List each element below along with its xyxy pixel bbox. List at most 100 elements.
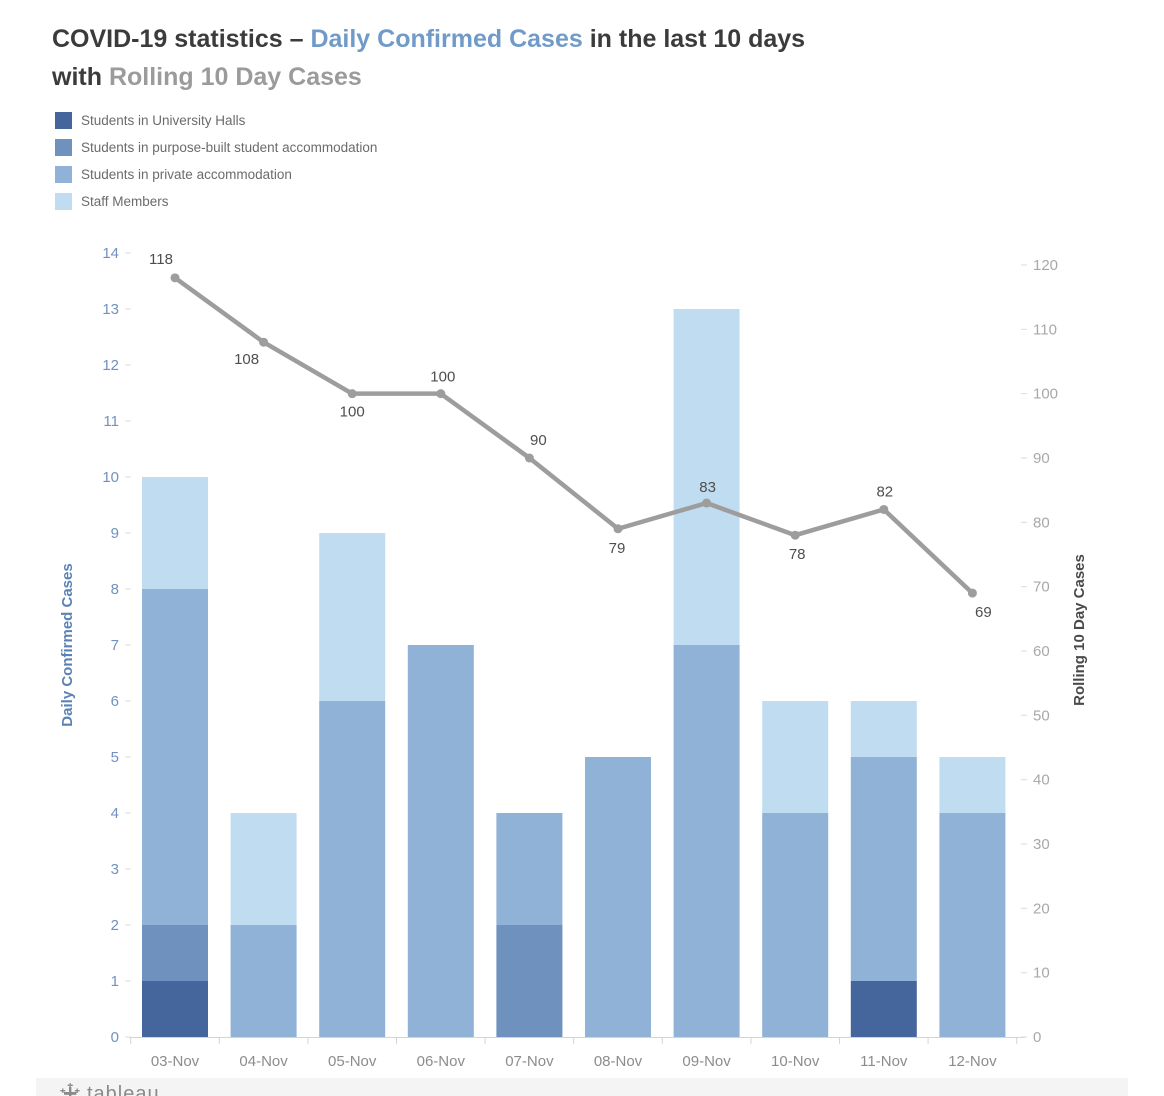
- line-point-label: 69: [975, 604, 992, 621]
- right-axis-tick: 60: [1033, 643, 1050, 660]
- legend-label: Students in purpose-built student accomm…: [81, 140, 378, 155]
- bar-segment: [142, 925, 208, 981]
- x-axis-label: 12-Nov: [948, 1053, 997, 1070]
- tableau-mark-icon: [60, 1083, 80, 1096]
- bar-segment: [142, 477, 208, 589]
- legend-item-staff-members[interactable]: Staff Members: [55, 193, 377, 210]
- legend-swatch-staff-members: [55, 193, 72, 210]
- bar-segment: [319, 533, 386, 701]
- legend-swatch-purpose-built: [55, 139, 72, 156]
- x-axis-label: 09-Nov: [682, 1053, 731, 1070]
- chart-title-line1: COVID-19 statistics – Daily Confirmed Ca…: [52, 20, 805, 58]
- rolling-line: [172, 275, 975, 596]
- bar-segment: [850, 757, 917, 981]
- legend-item-private-accommodation[interactable]: Students in private accommodation: [55, 166, 377, 183]
- right-axis-tick: 20: [1033, 900, 1050, 917]
- bar-segment: [939, 813, 1006, 1037]
- bar-segment: [673, 645, 740, 1037]
- title-text-with: with: [52, 63, 109, 91]
- tableau-logo[interactable]: tableau: [36, 1078, 1128, 1096]
- left-axis-tick: 11: [103, 413, 119, 430]
- title-text-suffix: in the last 10 days: [582, 25, 806, 53]
- line-point-label: 100: [340, 404, 365, 421]
- bar-segment: [939, 757, 1006, 813]
- right-axis-tick: 0: [1033, 1029, 1041, 1046]
- legend-label: Staff Members: [81, 194, 169, 209]
- bar-segment: [407, 645, 474, 1037]
- line-point-label: 78: [789, 546, 806, 563]
- line-point: [170, 273, 180, 283]
- footer-bar: tableau: [36, 1078, 1128, 1096]
- left-axis-tick: 14: [102, 245, 119, 262]
- chart-title: COVID-19 statistics – Daily Confirmed Ca…: [52, 20, 805, 96]
- right-axis-tick: 120: [1033, 257, 1058, 274]
- legend-label: Students in private accommodation: [81, 167, 292, 182]
- legend-swatch-private-accommodation: [55, 166, 72, 183]
- right-axis-tick: 100: [1033, 386, 1058, 403]
- line-point-label: 100: [430, 369, 455, 386]
- line-point-label: 82: [876, 483, 893, 500]
- bar-segment: [585, 757, 651, 1037]
- x-axis-label: 10-Nov: [771, 1053, 820, 1070]
- right-axis-tick: 50: [1033, 707, 1050, 724]
- bar-segment: [319, 701, 386, 1037]
- title-text: COVID-19 statistics –: [52, 25, 311, 53]
- line-point: [967, 588, 977, 598]
- left-axis-tick: 12: [102, 357, 119, 374]
- bar-segment: [762, 701, 829, 813]
- bar-segment: [142, 589, 208, 925]
- x-axis-label: 05-Nov: [328, 1053, 377, 1070]
- legend: Students in University Halls Students in…: [55, 112, 377, 210]
- x-axis-label: 03-Nov: [151, 1053, 200, 1070]
- legend-item-purpose-built[interactable]: Students in purpose-built student accomm…: [55, 139, 377, 156]
- line-point: [524, 453, 534, 463]
- bar-segment: [142, 981, 208, 1037]
- legend-swatch-university-halls: [55, 112, 72, 129]
- left-axis-tick: 0: [111, 1029, 119, 1046]
- bar-segment: [850, 701, 917, 757]
- line-point-label: 79: [609, 540, 626, 557]
- left-axis-tick: 10: [102, 469, 119, 486]
- x-axis-label: 04-Nov: [239, 1053, 288, 1070]
- left-axis-tick: 6: [111, 693, 119, 710]
- title-highlight-daily-cases: Daily Confirmed Cases: [310, 25, 583, 53]
- left-axis-tick: 7: [111, 637, 119, 654]
- left-axis-tick: 5: [111, 749, 119, 766]
- legend-item-university-halls[interactable]: Students in University Halls: [55, 112, 377, 129]
- line-point-label: 90: [530, 432, 547, 449]
- x-axis-label: 07-Nov: [505, 1053, 554, 1070]
- right-axis-title: Rolling 10 Day Cases: [1071, 554, 1088, 706]
- x-axis-label: 08-Nov: [594, 1053, 643, 1070]
- left-axis-tick: 3: [111, 861, 119, 878]
- line-point: [436, 389, 446, 399]
- left-axis-tick: 4: [111, 805, 119, 822]
- left-axis-tick: 9: [111, 525, 119, 542]
- bar-segment: [230, 813, 297, 925]
- left-axis-title: Daily Confirmed Cases: [59, 563, 76, 726]
- left-axis-tick: 2: [111, 917, 119, 934]
- tableau-brand-text: tableau: [87, 1083, 160, 1096]
- right-axis-tick: 10: [1033, 965, 1050, 982]
- left-axis-tick: 13: [102, 301, 119, 318]
- line-point: [790, 530, 800, 540]
- x-axis-label: 06-Nov: [417, 1053, 466, 1070]
- bar-segment: [496, 925, 563, 1037]
- line-point: [879, 504, 889, 514]
- legend-label: Students in University Halls: [81, 113, 246, 128]
- right-axis-tick: 80: [1033, 514, 1050, 531]
- line-point: [259, 337, 269, 347]
- left-axis-tick: 1: [111, 973, 119, 990]
- line-point: [613, 524, 623, 534]
- bar-segment: [762, 813, 829, 1037]
- bar-segment: [850, 981, 917, 1037]
- line-point: [702, 498, 712, 508]
- bar-segment: [673, 309, 740, 645]
- right-axis-tick: 30: [1033, 836, 1050, 853]
- bar-segment: [230, 925, 297, 1037]
- line-point-label: 83: [699, 479, 716, 496]
- bar-segment: [496, 813, 563, 925]
- line-point: [347, 389, 357, 399]
- right-axis-tick: 90: [1033, 450, 1050, 467]
